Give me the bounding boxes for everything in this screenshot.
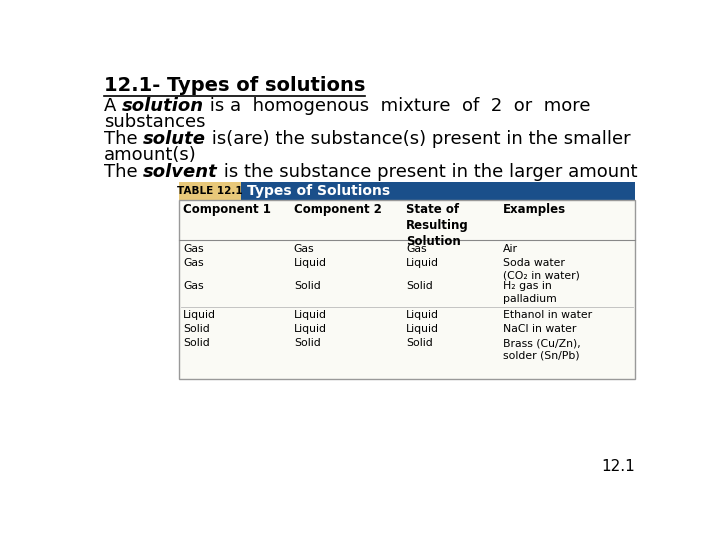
Text: Solid: Solid [294, 338, 320, 348]
Text: The: The [104, 163, 143, 180]
Text: Solid: Solid [406, 338, 433, 348]
Text: The: The [104, 130, 143, 148]
Text: solution: solution [122, 97, 204, 115]
Text: Liquid: Liquid [406, 258, 439, 268]
Text: Liquid: Liquid [406, 310, 439, 320]
Text: Gas: Gas [294, 244, 315, 254]
Text: Solid: Solid [183, 325, 210, 334]
Text: Solid: Solid [406, 281, 433, 291]
Text: NaCl in water: NaCl in water [503, 325, 577, 334]
Text: is the substance present in the larger amount: is the substance present in the larger a… [218, 163, 638, 180]
Text: Examples: Examples [503, 204, 566, 217]
Text: substances: substances [104, 112, 205, 131]
Text: TABLE 12.1: TABLE 12.1 [177, 186, 243, 196]
Text: solvent: solvent [143, 163, 218, 180]
Text: A: A [104, 97, 122, 115]
Text: Component 2: Component 2 [294, 204, 382, 217]
Text: Soda water
(CO₂ in water): Soda water (CO₂ in water) [503, 258, 580, 280]
Text: 12.1- Types of solutions: 12.1- Types of solutions [104, 76, 365, 96]
Text: 12.1: 12.1 [601, 460, 635, 475]
FancyBboxPatch shape [179, 182, 241, 200]
Text: Liquid: Liquid [294, 325, 327, 334]
Text: amount(s): amount(s) [104, 146, 197, 164]
Text: Liquid: Liquid [294, 310, 327, 320]
Text: Ethanol in water: Ethanol in water [503, 310, 593, 320]
Text: Solid: Solid [183, 338, 210, 348]
Text: Gas: Gas [183, 281, 204, 291]
FancyBboxPatch shape [179, 200, 635, 379]
Text: Brass (Cu/Zn),
solder (Sn/Pb): Brass (Cu/Zn), solder (Sn/Pb) [503, 338, 581, 361]
Text: Liquid: Liquid [294, 258, 327, 268]
Text: State of
Resulting
Solution: State of Resulting Solution [406, 204, 469, 248]
Text: Component 1: Component 1 [183, 204, 271, 217]
Text: Liquid: Liquid [406, 325, 439, 334]
Text: Types of Solutions: Types of Solutions [248, 184, 390, 198]
Text: Gas: Gas [406, 244, 427, 254]
Text: Gas: Gas [183, 244, 204, 254]
Text: solute: solute [143, 130, 207, 148]
Text: is a  homogenous  mixture  of  2  or  more: is a homogenous mixture of 2 or more [204, 97, 590, 115]
FancyBboxPatch shape [179, 182, 635, 200]
Text: Solid: Solid [294, 281, 320, 291]
Text: is(are) the substance(s) present in the smaller: is(are) the substance(s) present in the … [207, 130, 631, 148]
Text: Liquid: Liquid [183, 310, 216, 320]
Text: Air: Air [503, 244, 518, 254]
Text: Gas: Gas [183, 258, 204, 268]
Text: H₂ gas in
palladium: H₂ gas in palladium [503, 281, 557, 303]
